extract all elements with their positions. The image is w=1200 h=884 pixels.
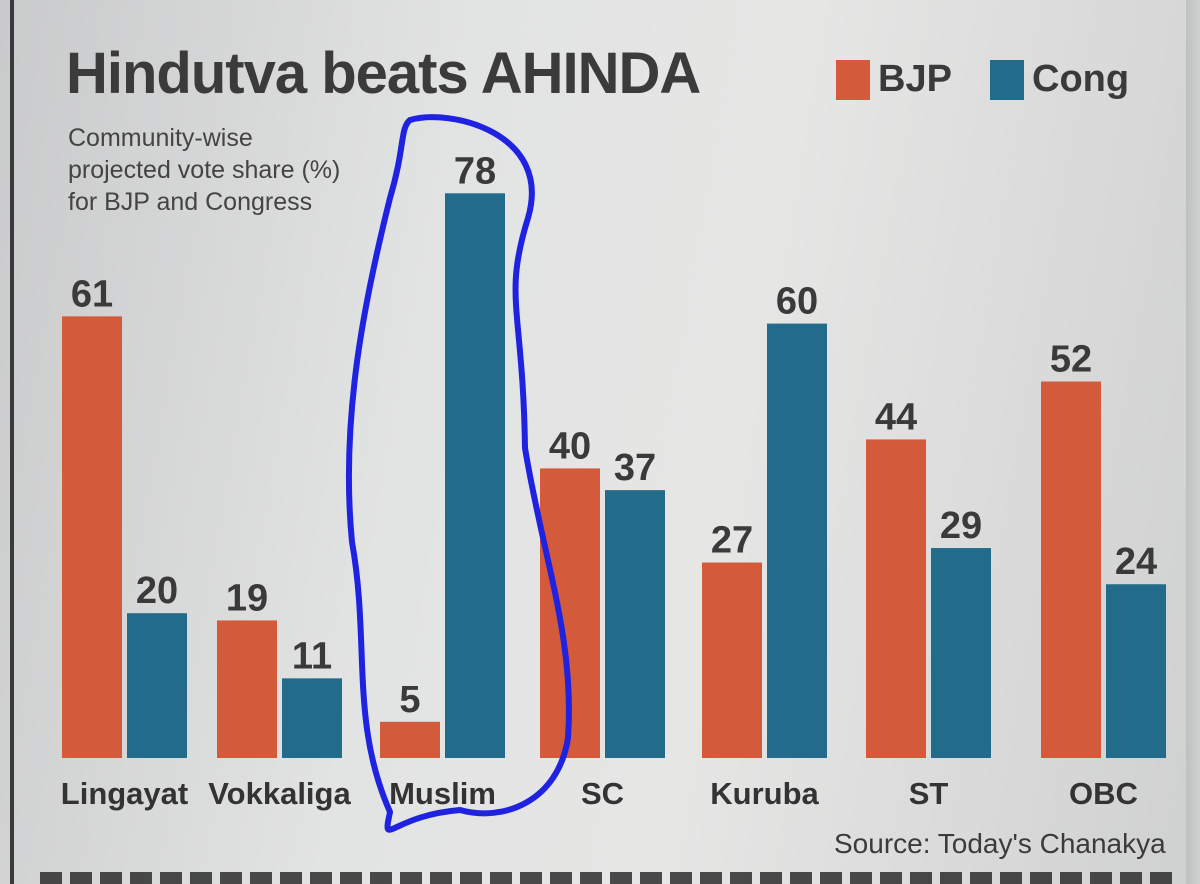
bar-cong-st	[931, 548, 991, 758]
category-label-st: ST	[909, 776, 949, 811]
legend-swatch-cong	[990, 59, 1024, 100]
legend-label-cong: Cong	[1032, 58, 1130, 100]
data-label-cong-st: 29	[940, 505, 982, 547]
data-label-cong-vokkaliga: 11	[292, 635, 332, 677]
bar-bjp-obc	[1041, 381, 1101, 758]
category-label-lingayat: Lingayat	[61, 776, 188, 811]
bar-cong-muslim	[445, 193, 505, 758]
bar-bjp-st	[866, 439, 926, 758]
data-label-bjp-sc: 40	[549, 425, 591, 467]
data-label-bjp-st: 44	[875, 396, 917, 438]
bar-cong-lingayat	[127, 613, 187, 758]
bar-bjp-vokkaliga	[217, 620, 277, 758]
data-label-cong-obc: 24	[1115, 541, 1157, 583]
data-label-bjp-obc: 52	[1050, 339, 1092, 381]
highlight-ellipse-annotation	[345, 114, 572, 833]
bar-cong-sc	[605, 490, 665, 758]
data-label-cong-lingayat: 20	[136, 570, 178, 612]
category-label-muslim: Muslim	[389, 776, 496, 811]
data-label-cong-muslim: 78	[454, 150, 496, 192]
bar-bjp-muslim	[380, 721, 440, 758]
bar-bjp-lingayat	[62, 316, 122, 758]
next-article-text-fragment	[40, 872, 1180, 884]
source-note: Source: Today's Chanakya	[834, 828, 1166, 859]
bar-bjp-kuruba	[702, 562, 762, 758]
bar-cong-vokkaliga	[282, 678, 342, 758]
data-label-cong-sc: 37	[614, 447, 656, 489]
data-label-bjp-vokkaliga: 19	[226, 577, 268, 619]
data-label-bjp-muslim: 5	[399, 679, 420, 721]
chart-subtitle: Community-wise projected vote share (%) …	[68, 124, 341, 216]
legend-item-cong: Cong	[990, 58, 1129, 101]
bar-cong-obc	[1106, 584, 1166, 758]
category-label-sc: SC	[581, 776, 624, 811]
frame-border-left	[10, 0, 14, 884]
category-label-kuruba: Kuruba	[710, 776, 819, 811]
data-label-bjp-kuruba: 27	[711, 520, 753, 562]
legend-label-bjp: BJP	[878, 58, 952, 100]
frame-border-right	[1186, 0, 1200, 884]
category-label-vokkaliga: Vokkaliga	[208, 776, 351, 811]
data-label-cong-kuruba: 60	[776, 281, 818, 323]
category-label-obc: OBC	[1069, 776, 1138, 811]
legend-swatch-bjp	[836, 59, 870, 100]
legend-item-bjp: BJP	[836, 58, 952, 101]
chart-title: Hindutva beats AHINDA	[66, 41, 701, 106]
data-label-bjp-lingayat: 61	[71, 273, 113, 315]
bar-cong-kuruba	[767, 323, 827, 758]
